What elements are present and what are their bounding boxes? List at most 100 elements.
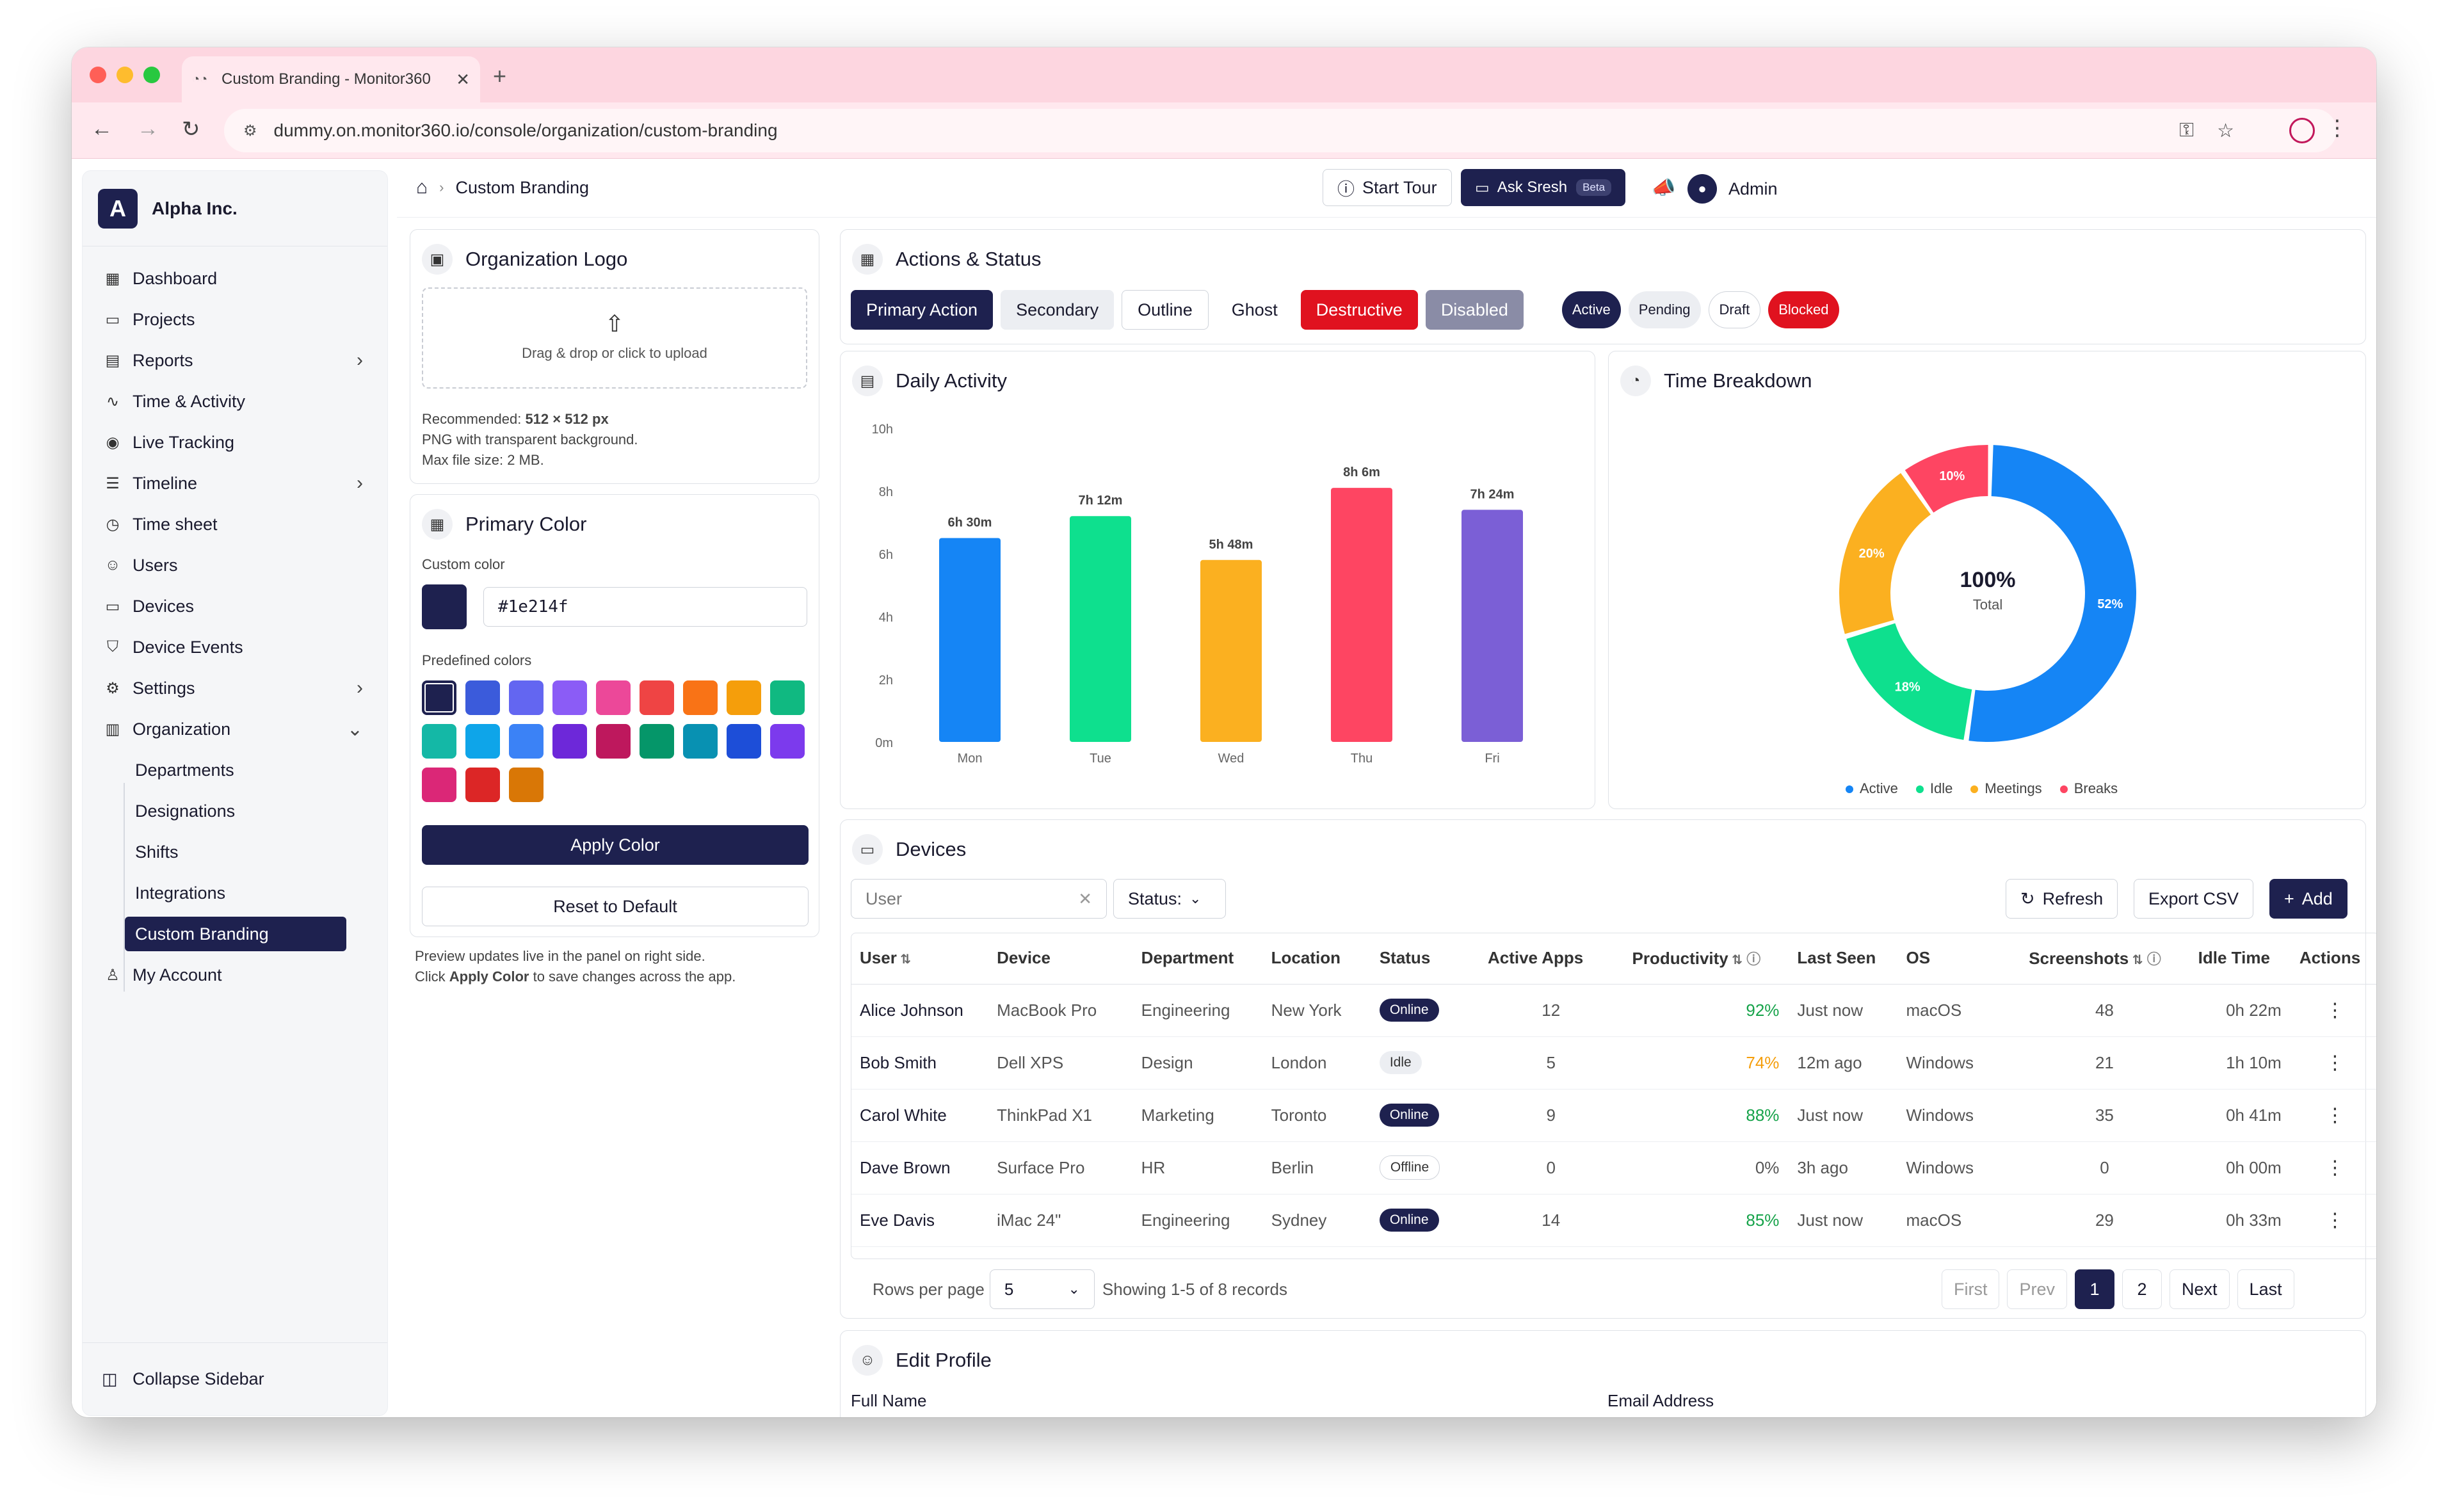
color-swatch[interactable] [727, 680, 761, 715]
row-actions-menu-icon[interactable]: ⋮ [2325, 1052, 2345, 1074]
slice-meetings[interactable] [1839, 472, 1931, 634]
color-swatch[interactable] [509, 724, 544, 759]
sidebar-subitem-shifts[interactable]: Shifts [83, 832, 387, 873]
bar-thu[interactable] [1331, 488, 1392, 742]
color-swatch[interactable] [552, 680, 587, 715]
destructive-button[interactable]: Destructive [1300, 290, 1418, 330]
sort-icon[interactable]: ⇅ [896, 953, 912, 967]
start-tour-button[interactable]: ⓘ Start Tour [1323, 169, 1452, 206]
next-page-button[interactable]: Next [2170, 1269, 2230, 1309]
table-row[interactable]: Eve Davis iMac 24" Engineering Sydney Online… [851, 1194, 2376, 1247]
color-swatch[interactable] [552, 724, 587, 759]
profile-icon[interactable] [2289, 118, 2315, 143]
bar-fri[interactable] [1462, 510, 1523, 742]
last-page-button[interactable]: Last [2237, 1269, 2294, 1309]
slice-idle[interactable] [1846, 623, 1972, 740]
url-bar[interactable]: ⚙ dummy.on.monitor360.io/console/organiz… [224, 109, 2337, 152]
sidebar-item-time-activity[interactable]: ∿ Time & Activity [83, 381, 387, 422]
search-input[interactable]: User ✕ [851, 879, 1107, 919]
close-tab-icon[interactable]: ✕ [456, 69, 470, 89]
home-icon[interactable]: ⌂ [416, 177, 428, 198]
color-swatch[interactable] [509, 768, 544, 802]
sidebar-item-projects[interactable]: ▭ Projects [83, 299, 387, 340]
sidebar-item-device-events[interactable]: ⛉ Device Events [83, 627, 387, 668]
color-swatch[interactable] [640, 724, 674, 759]
column-header-productivity[interactable]: Productivity ⇅ ⓘ [1623, 933, 1789, 985]
row-actions-menu-icon[interactable]: ⋮ [2325, 1209, 2345, 1231]
maximize-window-button[interactable] [143, 67, 160, 83]
info-icon[interactable]: ⓘ [1743, 951, 1761, 967]
browser-tab[interactable]: ◔◔ Custom Branding - Monitor360 ✕ [182, 56, 480, 102]
sort-icon[interactable]: ⇅ [1728, 953, 1743, 967]
color-swatch[interactable] [596, 724, 631, 759]
info-icon[interactable]: ⓘ [2143, 951, 2161, 967]
ask-sresh-button[interactable]: ▭ Ask Sresh Beta [1461, 169, 1626, 206]
sidebar-item-timeline[interactable]: ☰ Timeline › [83, 463, 387, 504]
user-menu[interactable]: ● Admin [1687, 174, 1778, 204]
color-swatch[interactable] [596, 680, 631, 715]
table-row[interactable]: Bob Smith Dell XPS Design London Idle 5 74% 12m… [851, 1036, 2376, 1090]
chevron-icon[interactable]: › [357, 677, 363, 698]
column-header-user[interactable]: User ⇅ [851, 933, 988, 985]
sidebar-subitem-designations[interactable]: Designations [83, 791, 387, 832]
sidebar-item-devices[interactable]: ▭ Devices [83, 586, 387, 627]
color-swatch[interactable] [422, 680, 456, 715]
chevron-icon[interactable]: › [357, 350, 363, 371]
minimize-window-button[interactable] [117, 67, 133, 83]
color-swatch[interactable] [640, 680, 674, 715]
sidebar-item-live-tracking[interactable]: ◉ Live Tracking [83, 422, 387, 463]
chevron-icon[interactable]: ⌄ [346, 718, 363, 740]
sidebar-item-dashboard[interactable]: ▦ Dashboard [83, 258, 387, 299]
chevron-icon[interactable]: › [357, 472, 363, 494]
add-device-button[interactable]: + Add [2269, 879, 2347, 919]
secondary-button[interactable]: Secondary [1001, 290, 1115, 330]
sidebar-subitem-departments[interactable]: Departments [83, 750, 387, 791]
logo-dropzone[interactable]: ⇧ Drag & drop or click to upload [422, 287, 807, 389]
apply-color-button[interactable]: Apply Color [422, 825, 809, 865]
outline-button[interactable]: Outline [1122, 290, 1209, 330]
reset-default-button[interactable]: Reset to Default [422, 887, 809, 926]
bar-tue[interactable] [1070, 516, 1131, 742]
collapse-sidebar-button[interactable]: ◫ Collapse Sidebar [83, 1342, 387, 1415]
bar-mon[interactable] [939, 538, 1001, 743]
rows-per-page-select[interactable]: 5 ⌄ [989, 1269, 1095, 1309]
status-filter-dropdown[interactable]: Status: ⌄ [1113, 879, 1226, 919]
more-menu-icon[interactable]: ⋮ [2326, 116, 2348, 140]
table-row[interactable]: Dave Brown Surface Pro HR Berlin Offline 0 0% 3… [851, 1141, 2376, 1194]
row-actions-menu-icon[interactable]: ⋮ [2325, 999, 2345, 1021]
ghost-button[interactable]: Ghost [1231, 300, 1278, 319]
color-swatch[interactable] [683, 680, 718, 715]
color-swatch[interactable] [465, 680, 500, 715]
color-swatch[interactable] [683, 724, 718, 759]
refresh-button[interactable]: ↻ Refresh [2006, 879, 2118, 919]
reload-icon[interactable]: ↻ [182, 117, 200, 141]
close-window-button[interactable] [90, 67, 106, 83]
color-swatch[interactable] [770, 680, 805, 715]
sidebar-item-users[interactable]: ☺ Users [83, 545, 387, 586]
primary-action-button[interactable]: Primary Action [851, 290, 994, 330]
back-icon[interactable]: ← [91, 117, 113, 141]
export-csv-button[interactable]: Export CSV [2134, 879, 2254, 919]
org-switcher[interactable]: A Alpha Inc. [83, 171, 387, 246]
slice-active[interactable] [1969, 445, 2136, 742]
new-tab-icon[interactable]: + [493, 63, 507, 89]
key-icon[interactable]: ⚿ [2179, 119, 2194, 141]
slice-breaks[interactable] [1904, 445, 1988, 513]
table-row[interactable]: Carol White ThinkPad X1 Marketing Toronto On… [851, 1089, 2376, 1142]
column-header-screenshots[interactable]: Screenshots ⇅ ⓘ [2020, 933, 2189, 985]
page-2-button[interactable]: 2 [2122, 1269, 2162, 1309]
color-swatch[interactable] [422, 724, 456, 759]
sidebar-item-reports[interactable]: ▤ Reports › [83, 340, 387, 381]
sidebar-item-my-account[interactable]: ♙ My Account [83, 954, 387, 995]
color-swatch[interactable] [465, 768, 500, 802]
color-swatch[interactable] [465, 724, 500, 759]
current-color-swatch[interactable] [422, 584, 467, 629]
row-actions-menu-icon[interactable]: ⋮ [2325, 1157, 2345, 1178]
megaphone-icon[interactable]: 📣 [1652, 177, 1676, 198]
page-1-button[interactable]: 1 [2075, 1269, 2115, 1309]
site-settings-icon[interactable]: ⚙ [243, 122, 257, 140]
color-swatch[interactable] [770, 724, 805, 759]
sidebar-subitem-integrations[interactable]: Integrations [83, 873, 387, 913]
bar-wed[interactable] [1200, 559, 1262, 742]
sidebar-item-settings[interactable]: ⚙ Settings › [83, 668, 387, 709]
